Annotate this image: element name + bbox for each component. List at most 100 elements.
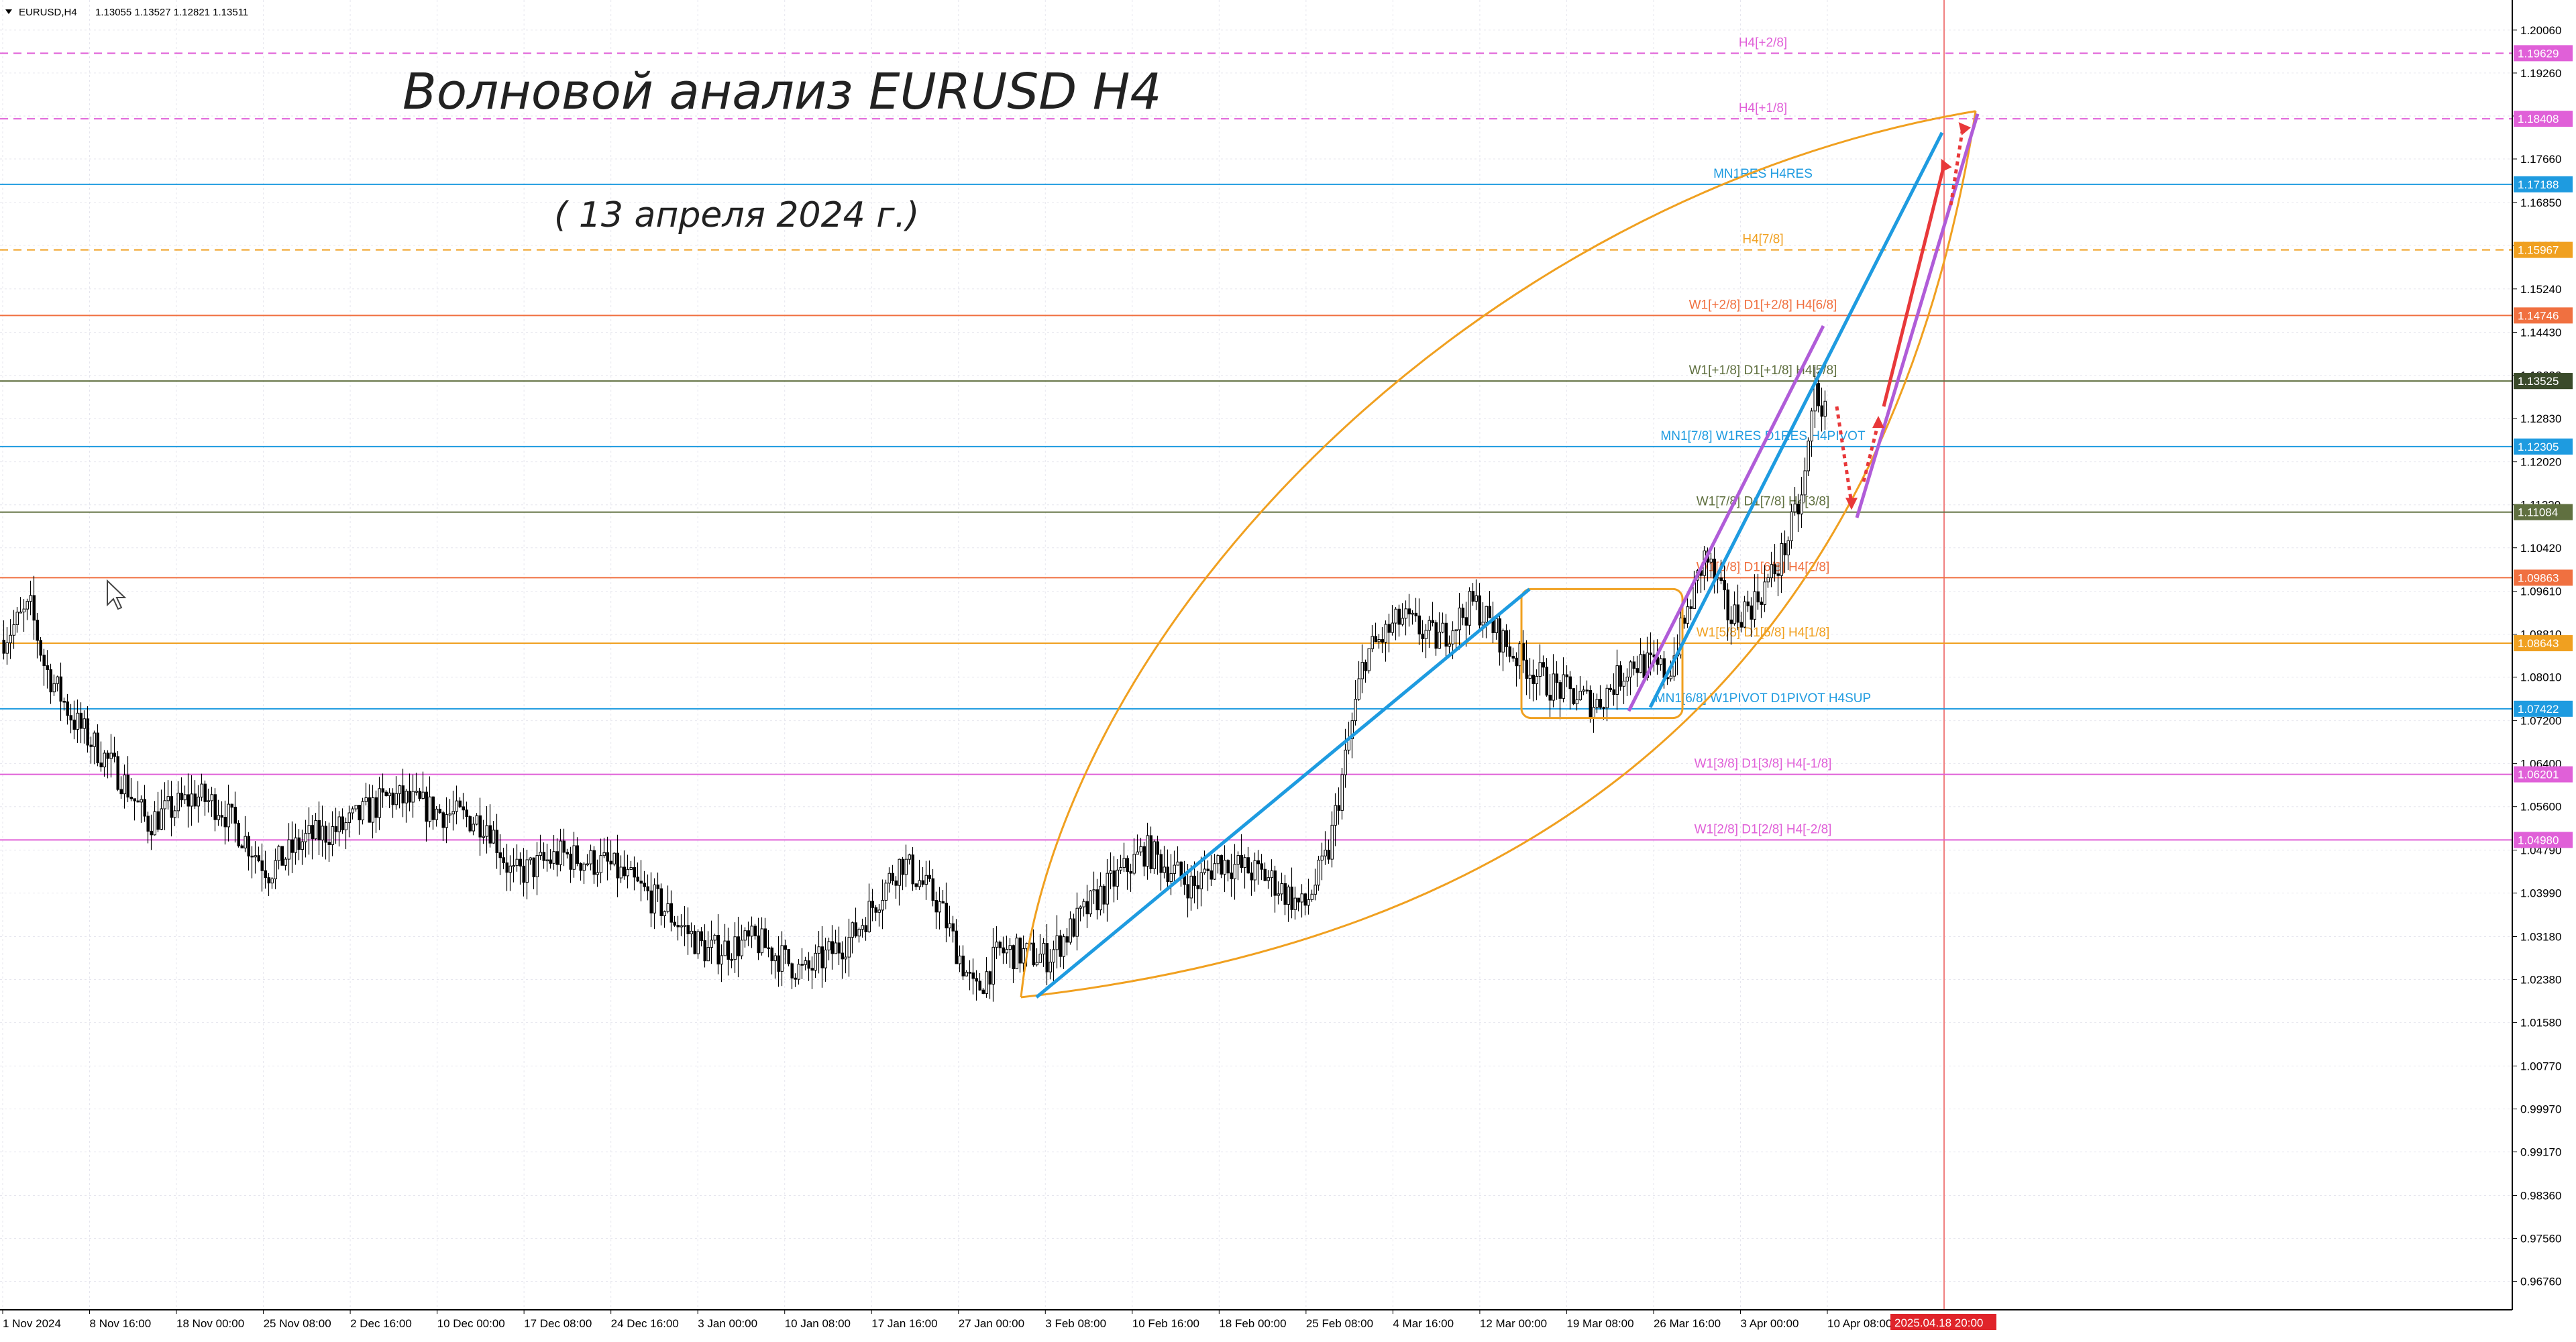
candle-body	[1122, 858, 1126, 869]
candle-body	[680, 925, 683, 928]
candle-body	[894, 880, 898, 886]
candle-body	[1622, 681, 1625, 687]
candle-body	[737, 936, 740, 956]
level-price-badge	[2514, 176, 2573, 192]
candle-body	[1565, 674, 1568, 677]
candle-body	[649, 890, 653, 913]
candle-body	[1106, 873, 1109, 905]
candle-body	[1471, 591, 1474, 602]
candle-body	[1729, 619, 1733, 624]
candle-body	[304, 833, 307, 842]
candle-body	[727, 940, 730, 960]
candle-body	[1179, 861, 1183, 877]
candle-body	[247, 836, 250, 856]
candle-body	[948, 923, 951, 929]
candle-body	[1615, 665, 1619, 695]
candle-body	[941, 901, 945, 904]
candle-body	[1404, 608, 1407, 619]
candle-body	[730, 958, 733, 961]
price-tick-label: 0.96760	[2520, 1276, 2561, 1288]
candle-body	[820, 946, 824, 968]
candle-body	[965, 972, 968, 976]
candle-body	[713, 935, 716, 941]
candle-body	[1260, 863, 1263, 870]
candle-body	[1042, 943, 1045, 955]
level-label: H4[+2/8]	[1739, 36, 1787, 50]
candle-body	[891, 873, 894, 881]
candle-body	[1602, 707, 1605, 709]
candle-body	[72, 720, 76, 730]
level-price-badge	[2514, 832, 2573, 848]
candle-body	[1753, 591, 1756, 620]
red-arrow-head-icon	[1941, 158, 1952, 172]
candle-body	[1371, 636, 1374, 649]
candle-body	[431, 796, 435, 820]
candle-body	[1625, 677, 1629, 682]
candle-body	[522, 865, 525, 883]
candle-body	[639, 881, 643, 884]
candle-body	[1186, 884, 1189, 899]
candle-body	[1686, 606, 1689, 624]
candle-body	[532, 857, 535, 877]
candle-body	[1760, 602, 1763, 605]
candle-body	[1766, 577, 1770, 583]
candle-body	[307, 825, 311, 834]
candle-body	[572, 845, 576, 870]
date-tick-label: 18 Nov 00:00	[176, 1317, 244, 1330]
candle-body	[636, 877, 639, 882]
mouse-cursor-icon	[107, 579, 127, 610]
level-price-badge	[2514, 504, 2573, 520]
candle-body	[1099, 885, 1102, 911]
candle-body	[160, 808, 163, 830]
candle-body	[170, 796, 173, 818]
date-tick-label: 2 Dec 16:00	[350, 1317, 412, 1330]
level-price-text: 1.04980	[2518, 834, 2559, 846]
candle-body	[270, 878, 274, 884]
candle-body	[1216, 855, 1220, 864]
candle-body	[676, 925, 680, 928]
candle-body	[733, 936, 737, 960]
candle-body	[223, 817, 227, 828]
candle-body	[1595, 699, 1599, 708]
candle-body	[5, 642, 9, 654]
ohlc-values: 1.13055 1.13527 1.12821 1.13511	[95, 7, 248, 18]
candle-body	[864, 925, 867, 932]
cursor-date-text: 2025.04.18 20:00	[1894, 1317, 1983, 1329]
candle-body	[1005, 949, 1008, 954]
candle-body	[351, 808, 354, 814]
candle-body	[388, 792, 391, 796]
candle-body	[934, 900, 938, 913]
dropdown-triangle-icon[interactable]	[5, 9, 12, 14]
candle-body	[374, 797, 378, 818]
candle-body	[150, 830, 153, 836]
candle-body	[1340, 774, 1344, 811]
candle-body	[1786, 540, 1790, 555]
candle-body	[1109, 870, 1112, 874]
candle-body	[955, 930, 958, 964]
candle-body	[1568, 676, 1572, 689]
candle-body	[814, 952, 817, 971]
level-price-text: 1.09863	[2518, 571, 2559, 584]
candle-body	[1136, 851, 1139, 855]
candle-body	[1283, 883, 1287, 905]
candle-body	[851, 922, 854, 938]
candle-body	[398, 785, 401, 794]
candle-body	[1210, 870, 1213, 880]
candle-body	[1515, 657, 1518, 667]
candle-body	[1709, 559, 1713, 563]
candle-body	[1478, 595, 1481, 626]
candle-body	[448, 814, 451, 816]
candle-body	[1082, 901, 1085, 907]
candle-body	[381, 788, 384, 793]
red-arrow-head-icon	[1845, 498, 1858, 510]
candle-body	[1166, 866, 1169, 882]
candle-body	[1384, 624, 1387, 642]
candle-body	[1803, 470, 1807, 496]
candle-body	[327, 842, 331, 845]
candle-body	[274, 860, 277, 879]
date-tick-label: 1 Nov 2024	[3, 1317, 61, 1330]
candle-body	[1062, 936, 1065, 957]
level-price-text: 1.15967	[2518, 244, 2559, 257]
